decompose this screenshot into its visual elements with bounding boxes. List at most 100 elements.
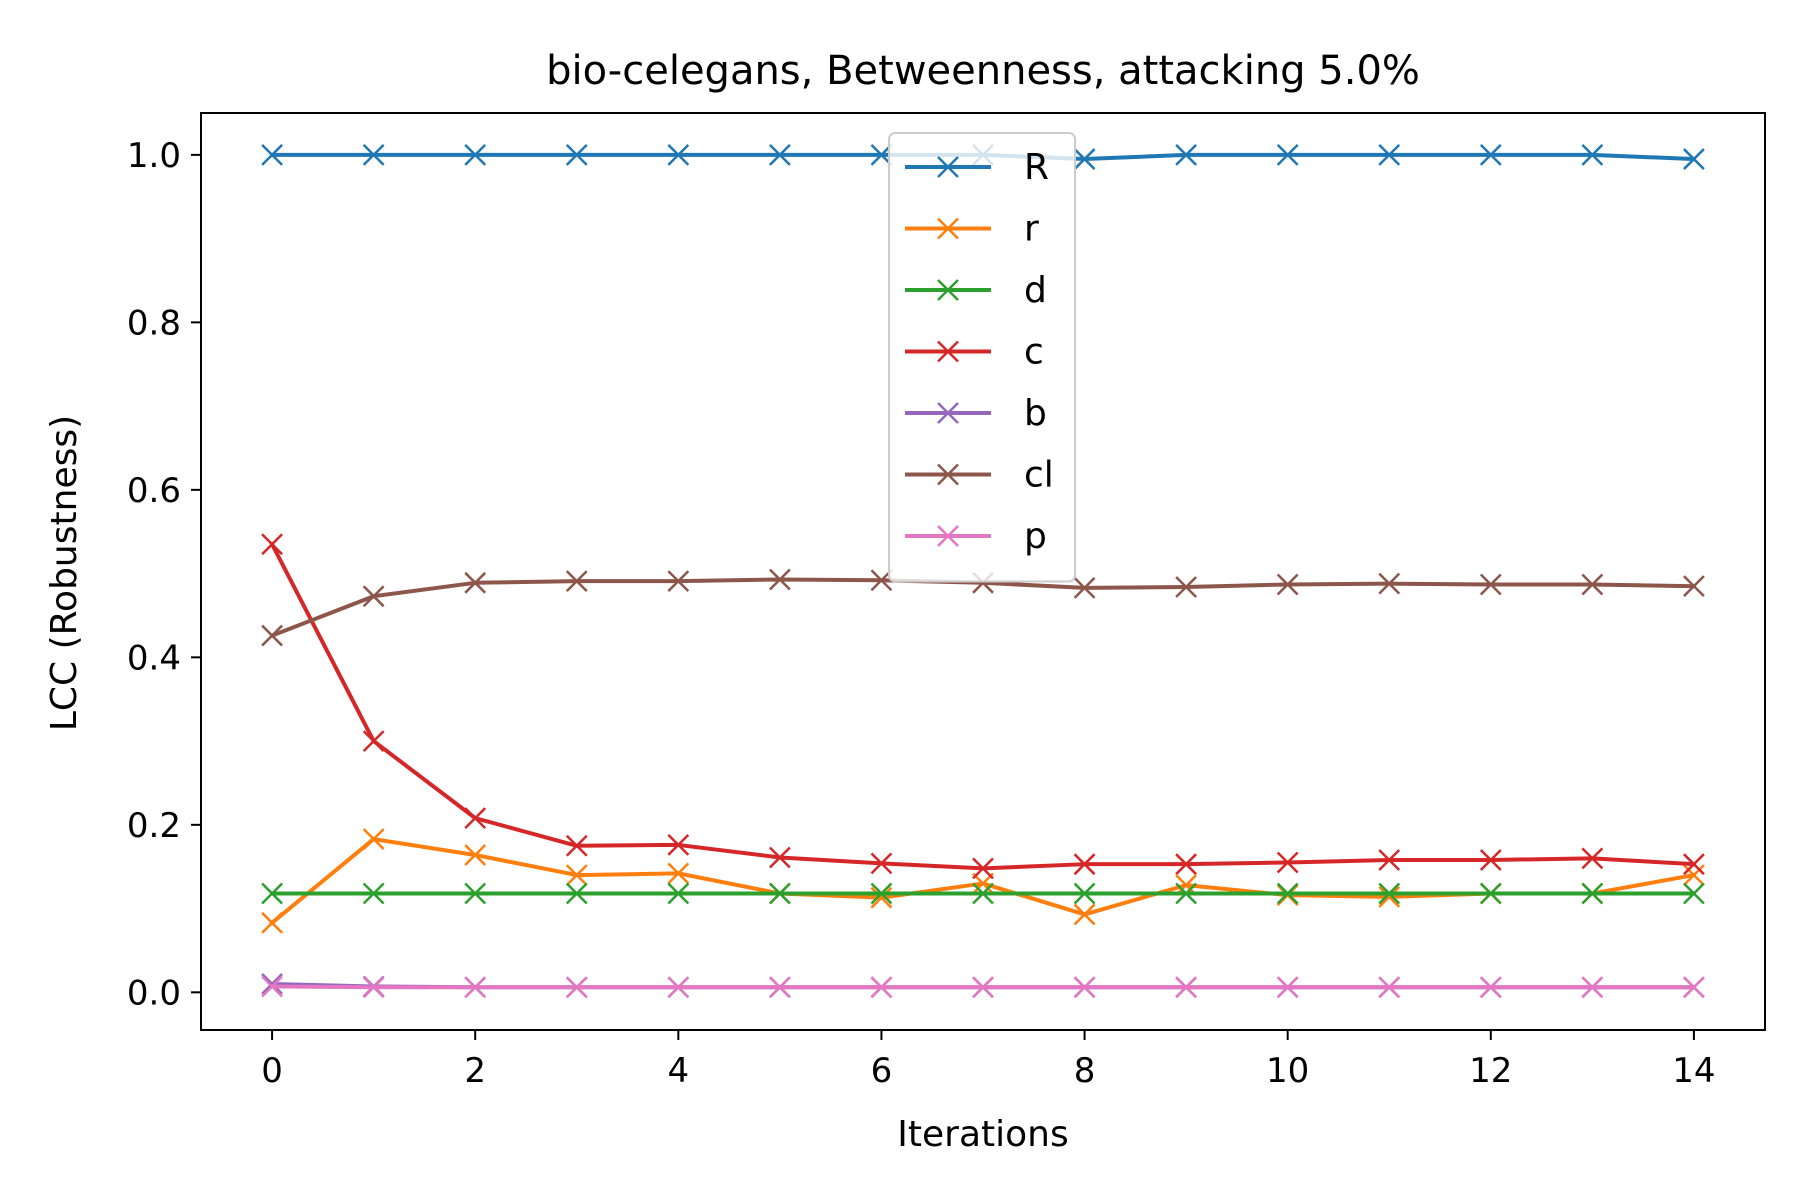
data-point-p xyxy=(464,976,487,999)
data-point-r xyxy=(565,864,588,886)
data-point-d xyxy=(1581,882,1604,905)
legend-label: cl xyxy=(1024,455,1054,496)
legend-label: r xyxy=(1024,209,1039,250)
plot-area-frame xyxy=(200,112,1766,1031)
data-point-b xyxy=(261,973,283,995)
legend-entry-d: d xyxy=(905,270,1047,311)
legend-box xyxy=(888,132,1076,583)
data-point-p xyxy=(565,976,588,999)
data-point-r xyxy=(1378,885,1401,908)
data-point-d xyxy=(972,882,994,905)
series-d xyxy=(261,882,1705,905)
data-point-p xyxy=(1581,976,1604,999)
data-point-r xyxy=(261,911,283,934)
x-tick-label: 10 xyxy=(1266,1051,1309,1091)
x-tick-label: 8 xyxy=(1074,1051,1096,1091)
data-point-r xyxy=(1683,864,1705,886)
data-point-c xyxy=(1073,853,1096,876)
data-point-d xyxy=(1479,882,1502,905)
data-point-d xyxy=(870,882,893,905)
legend-label: R xyxy=(1024,147,1049,188)
data-point-c xyxy=(565,834,588,857)
x-tick-label: 12 xyxy=(1469,1051,1512,1091)
data-point-cl xyxy=(1683,575,1705,598)
data-point-cl xyxy=(261,624,283,647)
data-point-p xyxy=(1175,976,1198,999)
data-point-d xyxy=(1073,882,1096,905)
data-point-R xyxy=(1073,148,1096,170)
legend-label: b xyxy=(1024,393,1047,434)
legend-entry-R: R xyxy=(905,147,1049,188)
x-tick-label: 4 xyxy=(668,1051,690,1091)
data-point-c xyxy=(1175,853,1198,876)
data-point-d xyxy=(1276,882,1299,905)
legend-swatch-marker xyxy=(937,525,959,547)
data-point-d xyxy=(1175,882,1198,905)
data-point-p xyxy=(972,976,994,999)
data-point-R xyxy=(261,143,283,166)
data-point-d xyxy=(261,882,283,905)
series-c xyxy=(261,533,1705,880)
legend-swatch-marker xyxy=(937,279,959,301)
data-point-R xyxy=(768,143,791,166)
data-point-c xyxy=(1378,849,1401,871)
data-point-c xyxy=(768,846,791,869)
y-tick-label: 0.4 xyxy=(127,638,181,678)
legend-label: d xyxy=(1024,270,1047,311)
legend-label: p xyxy=(1024,516,1047,557)
data-point-R xyxy=(362,143,385,166)
data-point-d xyxy=(1683,882,1705,905)
data-point-c xyxy=(1276,851,1299,874)
data-point-R xyxy=(1378,143,1401,166)
data-point-c xyxy=(261,533,283,556)
legend-swatch-marker xyxy=(937,463,959,486)
data-point-c xyxy=(972,857,994,880)
data-point-d xyxy=(768,882,791,905)
data-point-c xyxy=(1581,847,1604,870)
data-point-p xyxy=(362,976,385,999)
data-point-p xyxy=(870,976,893,999)
data-point-R xyxy=(1175,143,1198,166)
data-point-cl xyxy=(565,570,588,593)
data-point-d xyxy=(464,882,487,905)
axis-ticks: 0 2 4 6 8 10 12 14 0.0 0.2 0.4 0.6 0.8 1.0 xyxy=(127,136,1716,1091)
data-point-p xyxy=(1479,976,1502,999)
data-point-p xyxy=(261,975,283,998)
y-tick-label: 0.0 xyxy=(127,973,181,1013)
legend-entry-p: p xyxy=(905,516,1047,557)
data-point-d xyxy=(565,882,588,905)
y-tick-label: 1.0 xyxy=(127,136,181,176)
y-tick-label: 0.8 xyxy=(127,303,181,343)
data-point-R xyxy=(667,143,690,166)
x-tick-label: 6 xyxy=(871,1051,893,1091)
data-point-r xyxy=(1073,903,1096,926)
data-point-d xyxy=(362,882,385,905)
legend-swatch-marker xyxy=(937,217,959,240)
y-tick-label: 0.6 xyxy=(127,471,181,511)
y-tick-label: 0.2 xyxy=(127,806,181,846)
data-point-cl xyxy=(667,570,690,593)
data-point-r xyxy=(870,886,893,909)
data-point-R xyxy=(464,143,487,166)
data-point-R xyxy=(1479,143,1502,166)
data-point-c xyxy=(1479,849,1502,871)
legend-entry-b: b xyxy=(905,393,1047,434)
x-tick-label: 14 xyxy=(1672,1051,1715,1091)
legend-entry-r: r xyxy=(905,209,1039,250)
data-point-c xyxy=(870,852,893,875)
data-point-c xyxy=(1683,853,1705,876)
x-tick-label: 0 xyxy=(261,1051,283,1091)
data-point-d xyxy=(1378,882,1401,905)
data-point-R xyxy=(1581,143,1604,166)
legend-swatch-marker xyxy=(937,156,959,178)
legend-label: c xyxy=(1024,332,1044,373)
series-lines xyxy=(261,143,1705,999)
data-point-cl xyxy=(1479,573,1502,596)
data-point-p xyxy=(1683,976,1705,999)
data-point-cl xyxy=(1581,573,1604,596)
legend-entry-cl: cl xyxy=(905,455,1054,496)
data-point-R xyxy=(565,143,588,166)
y-axis-label: LCC (Robustness) xyxy=(44,415,85,731)
